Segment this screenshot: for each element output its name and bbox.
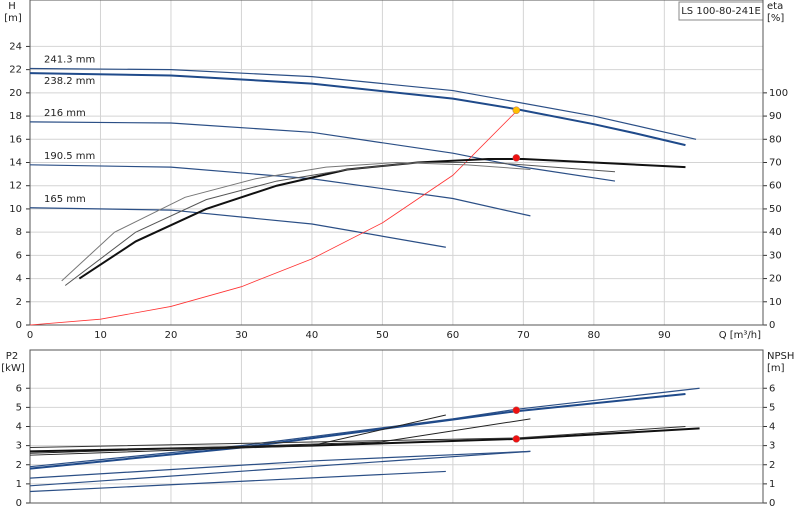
y-tick-label: 8: [16, 227, 22, 238]
curve: [29, 164, 531, 217]
x-tick-label: 60: [447, 330, 460, 341]
curve: [29, 67, 697, 140]
y2-axis-unit: [m]: [767, 363, 785, 374]
y-tick-label: 18: [9, 111, 22, 122]
y-tick-label: 10: [9, 204, 22, 215]
y2-tick-label: 40: [769, 227, 782, 238]
y2-tick-label: 2: [769, 460, 775, 471]
operating-point: [512, 406, 521, 414]
y2-tick-label: 70: [769, 158, 782, 169]
curve: [29, 450, 531, 487]
y-tick-label: 14: [9, 158, 22, 169]
plot-frame: [29, 0, 764, 326]
curve: [29, 418, 531, 454]
y-tick-label: 2: [16, 460, 22, 471]
curve-label: 216 mm: [44, 108, 86, 119]
y2-tick-label: 50: [769, 204, 782, 215]
x-tick-label: 80: [587, 330, 600, 341]
y-tick-label: 20: [9, 88, 22, 99]
curve-label: 241.3 mm: [44, 54, 95, 65]
chart-title: LS 100-80-241E: [681, 6, 761, 17]
y-tick-label: 12: [9, 181, 22, 192]
curve: [61, 161, 531, 282]
y2-tick-label: 60: [769, 181, 782, 192]
y2-tick-label: 80: [769, 134, 782, 145]
y-tick-label: 1: [16, 479, 22, 490]
y2-tick-label: 3: [769, 441, 775, 452]
y-tick-label: 4: [16, 422, 22, 433]
curve: [29, 111, 517, 326]
x-tick-label: 10: [94, 330, 107, 341]
y-axis-label: H: [8, 1, 16, 12]
curve: [29, 121, 616, 182]
y2-tick-label: 20: [769, 274, 782, 285]
y2-tick-label: 10: [769, 297, 782, 308]
y-tick-label: 5: [16, 402, 22, 413]
y2-tick-label: 0: [769, 498, 775, 509]
y-tick-label: 0: [16, 320, 22, 331]
curve: [29, 387, 700, 468]
plot-frame: [29, 349, 764, 504]
y2-axis-label: NPSH: [767, 351, 794, 362]
x-tick-label: 70: [517, 330, 530, 341]
curve: [29, 392, 686, 470]
y-tick-label: 22: [9, 65, 22, 76]
y2-tick-label: 100: [769, 88, 788, 99]
y-tick-label: 16: [9, 134, 22, 145]
curve: [29, 414, 446, 456]
x-tick-label: 30: [235, 330, 248, 341]
y-tick-label: 2: [16, 297, 22, 308]
operating-point: [512, 106, 521, 115]
y-tick-label: 6: [16, 250, 22, 261]
y2-tick-label: 5: [769, 402, 775, 413]
curve: [29, 207, 446, 248]
x-tick-label: 40: [306, 330, 319, 341]
y-axis-unit: [kW]: [1, 363, 25, 374]
y2-tick-label: 1: [769, 479, 775, 490]
y2-tick-label: 6: [769, 383, 775, 394]
curve: [29, 72, 686, 147]
operating-point: [512, 154, 521, 162]
y2-tick-label: 90: [769, 111, 782, 122]
y2-axis-unit: [%]: [767, 13, 784, 24]
x-axis-label: Q [m³/h]: [719, 330, 761, 341]
y-axis-label: P2: [6, 351, 18, 362]
curve: [64, 162, 616, 286]
x-tick-label: 90: [658, 330, 671, 341]
y-tick-label: 0: [16, 498, 22, 509]
y-tick-label: 4: [16, 274, 22, 285]
curve-label: 165 mm: [44, 194, 86, 205]
x-tick-label: 0: [27, 330, 33, 341]
y2-tick-label: 30: [769, 250, 782, 261]
x-tick-label: 50: [376, 330, 389, 341]
curve-label: 190.5 mm: [44, 151, 95, 162]
y-tick-label: 3: [16, 441, 22, 452]
curve-label: 238.2 mm: [44, 76, 95, 87]
curve: [29, 450, 531, 479]
y-tick-label: 6: [16, 383, 22, 394]
y-tick-label: 24: [9, 41, 22, 52]
curve: [29, 470, 446, 493]
y-axis-unit: [m]: [4, 13, 22, 24]
y2-axis-label: eta: [767, 1, 783, 12]
y2-tick-label: 0: [769, 320, 775, 331]
operating-point: [512, 435, 521, 443]
y2-tick-label: 4: [769, 422, 775, 433]
x-tick-label: 20: [165, 330, 178, 341]
